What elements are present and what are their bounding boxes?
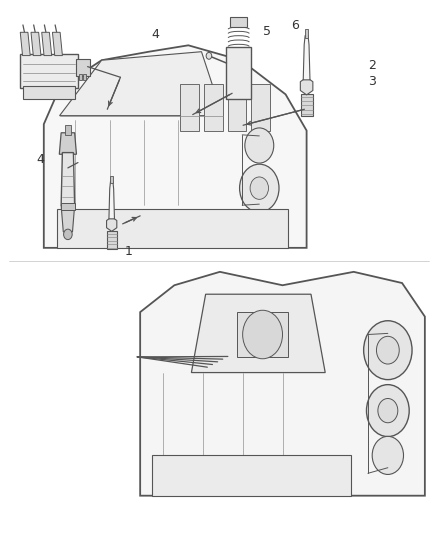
Bar (20, 54, 78, 88)
Text: 1: 1 (125, 245, 133, 258)
Bar (305, 29, 308, 37)
Bar (251, 84, 270, 131)
Bar (76, 59, 90, 76)
Bar (83, 74, 86, 80)
Polygon shape (300, 77, 313, 95)
Circle shape (245, 128, 274, 163)
Bar (65, 125, 71, 135)
Bar (204, 84, 223, 131)
Text: 3: 3 (368, 75, 376, 87)
Circle shape (376, 336, 399, 364)
Polygon shape (140, 272, 425, 496)
Polygon shape (191, 294, 325, 373)
Bar (237, 312, 288, 357)
Bar (300, 94, 313, 116)
Circle shape (206, 52, 212, 59)
Text: 4: 4 (151, 28, 159, 41)
Polygon shape (31, 33, 41, 55)
Text: 5: 5 (263, 26, 271, 38)
Circle shape (364, 321, 412, 379)
Bar (107, 231, 117, 249)
Bar (23, 86, 75, 99)
Circle shape (250, 177, 268, 199)
Bar (110, 176, 113, 183)
Text: 2: 2 (368, 59, 376, 71)
Bar (57, 209, 288, 248)
Polygon shape (61, 205, 74, 232)
Bar (180, 84, 199, 131)
Polygon shape (42, 33, 52, 55)
Circle shape (367, 385, 409, 437)
Text: 6: 6 (291, 19, 299, 32)
Circle shape (378, 399, 398, 423)
Circle shape (64, 229, 72, 240)
Bar (226, 47, 251, 99)
Polygon shape (61, 152, 74, 205)
Polygon shape (60, 52, 223, 116)
Polygon shape (20, 33, 30, 55)
Bar (228, 84, 246, 131)
Text: 4: 4 (36, 154, 44, 166)
Polygon shape (109, 181, 114, 219)
Polygon shape (106, 217, 117, 231)
Polygon shape (53, 33, 62, 55)
Circle shape (243, 310, 283, 359)
Bar (230, 17, 247, 27)
Bar (61, 203, 74, 211)
Polygon shape (303, 36, 310, 80)
Bar (78, 74, 81, 80)
Bar (152, 455, 351, 496)
Circle shape (240, 164, 279, 212)
Polygon shape (59, 133, 77, 154)
Circle shape (372, 437, 403, 474)
Polygon shape (44, 45, 307, 248)
